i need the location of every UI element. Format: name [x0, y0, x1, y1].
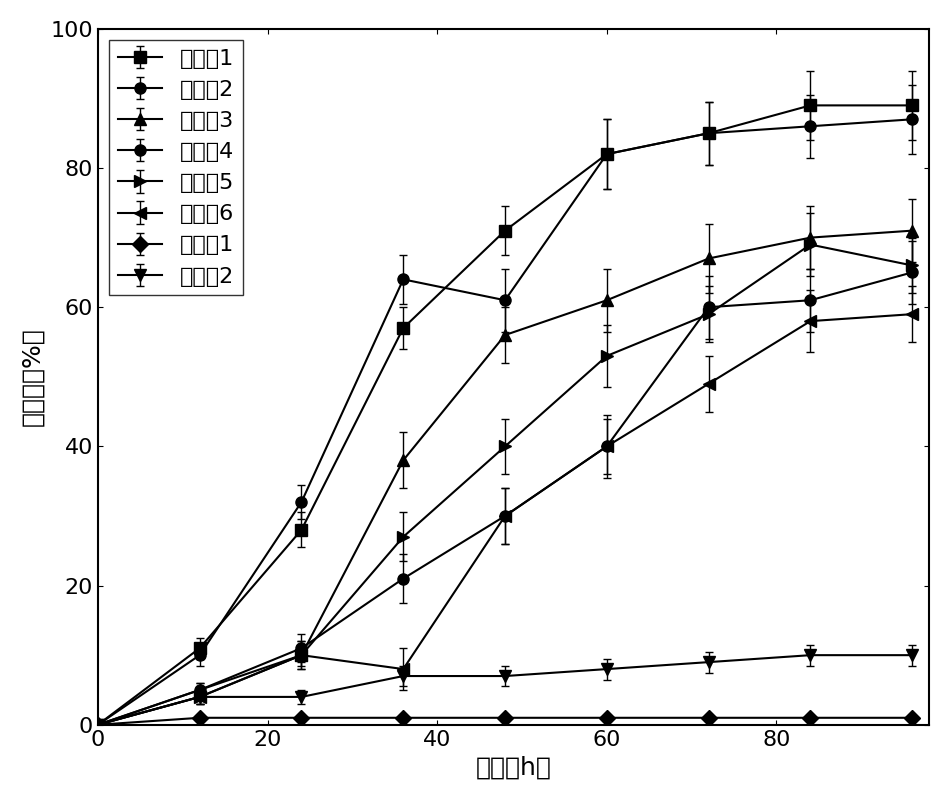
- Y-axis label: 失重率（%）: 失重率（%）: [21, 327, 45, 426]
- X-axis label: 时间（h）: 时间（h）: [476, 755, 551, 779]
- Legend: 实施例1, 实施例2, 实施例3, 实施例4, 实施例5, 实施例6, 对比例1, 对比例2: 实施例1, 实施例2, 实施例3, 实施例4, 实施例5, 实施例6, 对比例1…: [109, 40, 243, 295]
